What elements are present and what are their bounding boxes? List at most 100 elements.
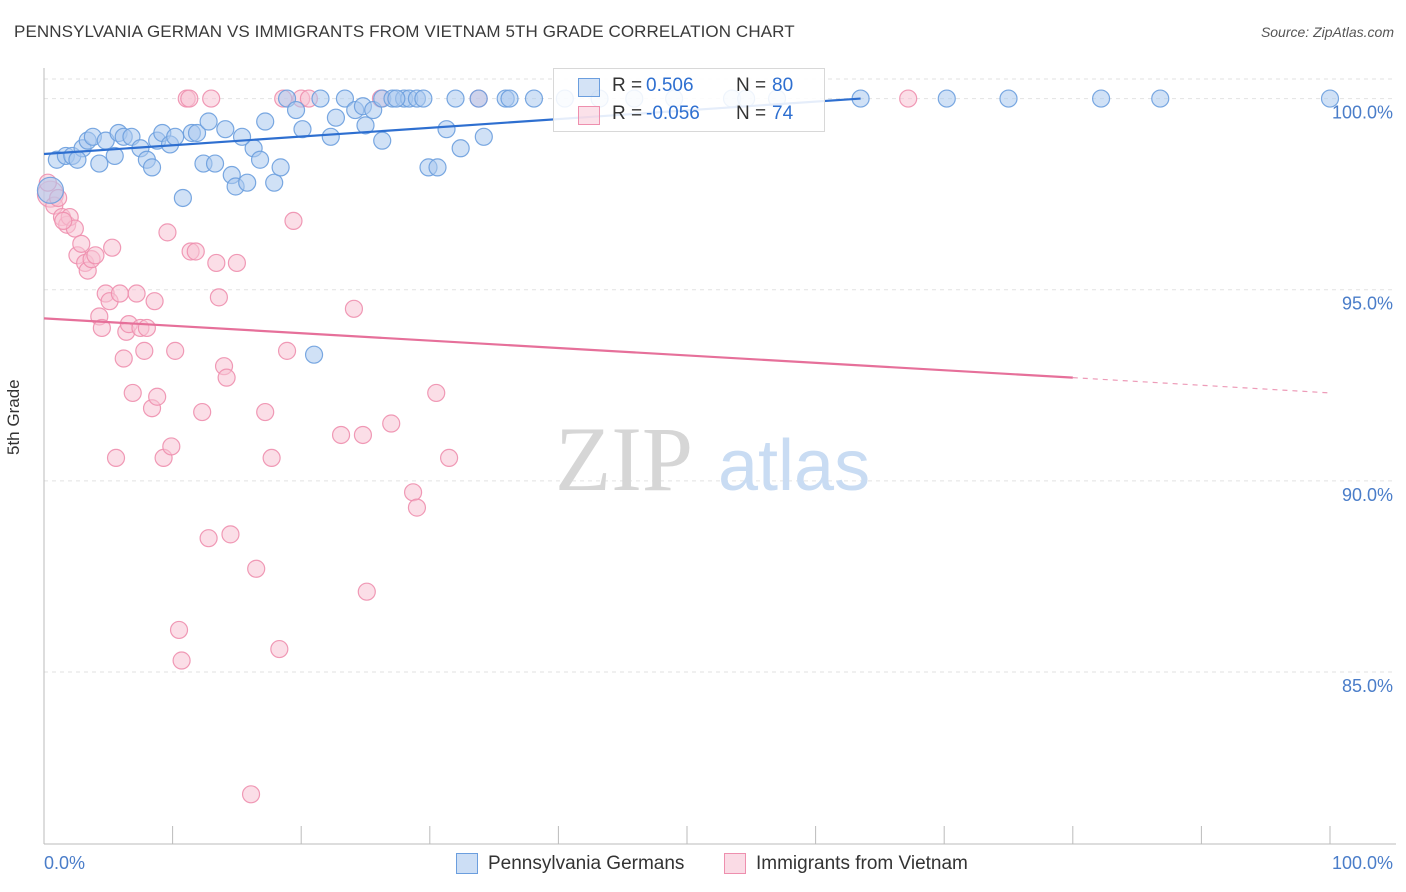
data-point-blue: [1151, 89, 1170, 108]
data-point-blue: [335, 89, 355, 108]
legend-n-key: N =: [736, 103, 767, 124]
data-point-blue: [238, 173, 257, 192]
data-point-pink: [135, 341, 154, 360]
data-point-pink: [145, 292, 164, 311]
correlation-legend: R = 0.506 N = 80 R = -0.056 N = 74: [553, 68, 825, 132]
data-point-pink: [106, 448, 126, 468]
tick-labels: 85.0% 90.0% 95.0% 100.0% 0.0% 100.0%: [44, 103, 1393, 873]
data-point-blue: [474, 127, 493, 146]
data-point-pink: [202, 89, 221, 108]
data-point-blue: [199, 112, 218, 131]
data-point-blue: [250, 150, 270, 169]
data-point-blue: [999, 89, 1018, 108]
data-point-blue: [524, 89, 544, 108]
data-point-blue: [232, 127, 252, 146]
data-point-pink: [277, 341, 297, 360]
data-point-pink: [427, 383, 446, 403]
trend-line-pink: [43, 317, 1073, 379]
data-point-pink: [92, 318, 111, 338]
data-point-pink: [180, 89, 199, 108]
data-point-blue: [451, 139, 470, 158]
y-tick-label: 95.0%: [1342, 294, 1393, 314]
data-point-blue: [166, 127, 185, 146]
data-point-blue: [321, 127, 340, 146]
data-point-pink: [331, 425, 351, 445]
legend-swatch-blue: [456, 853, 478, 874]
data-point-pink: [110, 284, 129, 303]
legend-r-key: R =: [612, 103, 643, 124]
data-point-pink: [899, 89, 918, 108]
legend-swatch-pink: [578, 106, 600, 125]
data-point-pink: [241, 785, 261, 804]
x-tick-label: 100.0%: [1332, 853, 1393, 873]
watermark-atlas: atlas: [718, 426, 870, 506]
data-point-blue: [326, 108, 346, 127]
data-point-blue: [265, 173, 284, 192]
data-point-pink: [407, 498, 427, 517]
chart-title: PENNSYLVANIA GERMAN VS IMMIGRANTS FROM V…: [14, 22, 795, 41]
trend-line-dashed-pink: [1072, 377, 1331, 394]
data-point-blue: [216, 120, 235, 139]
data-point-pink: [284, 211, 303, 231]
data-point-pink: [123, 383, 142, 403]
data-point-blue: [304, 345, 324, 364]
data-point-blue: [500, 89, 519, 108]
legend-label: Pennsylvania Germans: [488, 853, 685, 874]
data-point-pink: [403, 483, 423, 502]
legend-swatch-pink: [724, 853, 746, 874]
data-point-pink: [54, 211, 73, 231]
data-point-blue: [1320, 89, 1340, 108]
data-point-blue: [373, 131, 392, 150]
data-point-blue: [205, 154, 225, 173]
data-point-blue: [311, 89, 330, 108]
watermark: ZIP atlas: [555, 408, 870, 510]
y-tick-label: 90.0%: [1342, 485, 1393, 505]
data-point-pink: [221, 525, 240, 544]
data-point-pink: [209, 288, 228, 307]
grid-lines: [44, 78, 1396, 673]
legend-r-value: 0.506: [646, 75, 694, 96]
data-point-blue: [414, 89, 433, 108]
data-point-pink: [137, 318, 156, 338]
data-point-blue: [446, 89, 465, 108]
legend-r-key: R =: [612, 75, 643, 96]
data-point-blue: [90, 154, 109, 173]
data-point-pink: [148, 387, 167, 406]
y-axis-label: 5th Grade: [4, 379, 23, 455]
data-point-blue: [469, 89, 488, 108]
data-point-pink: [193, 402, 212, 422]
data-point-blue: [937, 89, 956, 108]
data-point-pink: [172, 651, 191, 670]
legend-r-value: -0.056: [646, 103, 700, 124]
data-point-pink: [207, 253, 226, 273]
data-point-pink: [186, 242, 205, 261]
data-point-blue: [173, 188, 192, 208]
data-point-pink: [353, 425, 373, 445]
data-point-blue: [256, 112, 275, 131]
data-point-blue: [1091, 89, 1111, 108]
data-point-pink: [344, 299, 364, 318]
data-point-pink: [169, 620, 189, 640]
y-tick-label: 85.0%: [1342, 676, 1393, 696]
data-point-pink: [114, 349, 133, 368]
legend-swatch-blue: [578, 78, 600, 97]
data-point-pink: [103, 238, 122, 257]
data-point-pink: [162, 437, 181, 456]
data-point-blue: [293, 120, 312, 139]
data-point-pink: [247, 559, 266, 578]
data-point-blue: [387, 89, 406, 108]
data-point-blue: [286, 100, 306, 120]
data-point-pink: [199, 529, 218, 548]
data-point-blue: [105, 146, 124, 166]
series-blue-points: [36, 89, 1340, 364]
data-point-blue: [428, 158, 447, 177]
chart-source: Source: ZipAtlas.com: [1260, 24, 1394, 40]
data-point-pink: [262, 448, 281, 468]
data-point-pink: [127, 284, 146, 303]
data-point-pink: [227, 253, 246, 273]
data-point-pink: [217, 368, 236, 387]
data-point-pink: [72, 234, 91, 253]
data-point-pink: [86, 246, 105, 265]
data-point-pink: [357, 582, 376, 601]
